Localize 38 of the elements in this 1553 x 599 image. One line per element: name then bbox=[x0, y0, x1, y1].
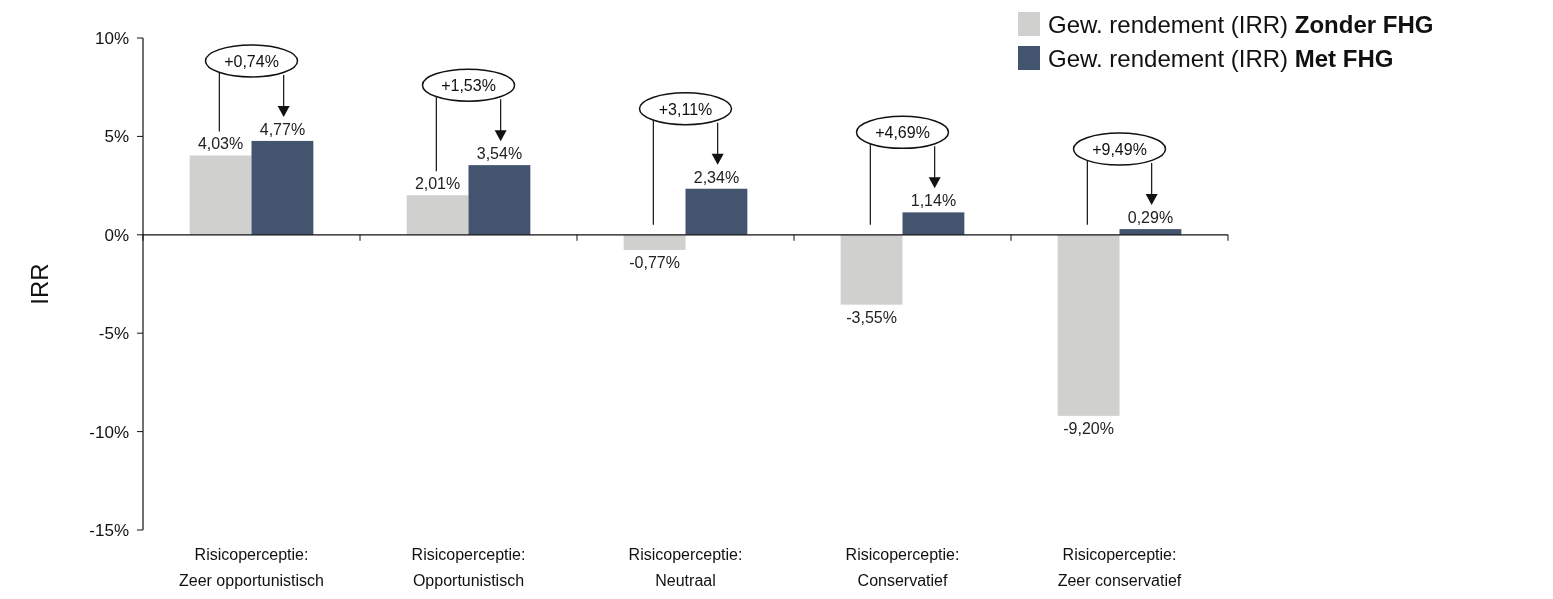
y-axis-title: IRR bbox=[26, 263, 53, 305]
legend-label: Gew. rendement (IRR) Met FHG bbox=[1048, 45, 1394, 72]
bar bbox=[468, 165, 531, 235]
y-tick-label: -10% bbox=[89, 422, 129, 442]
data-label: 0,29% bbox=[1127, 209, 1174, 227]
x-tick-label: Risicoperceptie: Neutraal bbox=[628, 546, 743, 589]
bar bbox=[251, 140, 314, 235]
data-label: 2,34% bbox=[693, 168, 740, 186]
data-label: 2,01% bbox=[414, 175, 461, 193]
x-tick-label: Risicoperceptie: Opportunistisch bbox=[411, 546, 526, 589]
data-label: 1,14% bbox=[910, 192, 957, 210]
legend-label: Gew. rendement (IRR) Zonder FHG bbox=[1048, 11, 1434, 38]
y-tick-label: -5% bbox=[98, 324, 129, 344]
bar bbox=[685, 188, 748, 235]
data-label: 4,03% bbox=[197, 135, 244, 153]
annotation: +4,69% bbox=[875, 124, 930, 142]
y-tick-label: 5% bbox=[104, 127, 129, 147]
annotation: +0,74% bbox=[224, 52, 279, 70]
x-tick-label: Risicoperceptie: Zeer conservatief bbox=[1057, 546, 1182, 589]
x-tick-label: Risicoperceptie: Conservatief bbox=[845, 546, 960, 589]
bar bbox=[406, 195, 469, 235]
data-label: -9,20% bbox=[1063, 419, 1114, 437]
bar bbox=[623, 234, 686, 250]
annotation: +9,49% bbox=[1092, 141, 1147, 159]
x-tick-label: Risicoperceptie: Zeer opportunistisch bbox=[179, 546, 324, 589]
bar bbox=[189, 155, 252, 235]
bar bbox=[902, 212, 965, 235]
data-label: 3,54% bbox=[476, 145, 523, 163]
bar bbox=[1057, 234, 1120, 416]
data-label: 4,77% bbox=[259, 120, 306, 138]
y-tick-label: 10% bbox=[94, 29, 129, 48]
y-tick-label: -15% bbox=[89, 521, 129, 540]
bar bbox=[840, 234, 903, 305]
annotation: +1,53% bbox=[441, 77, 496, 95]
y-tick-label: 0% bbox=[104, 225, 129, 245]
data-label: -3,55% bbox=[846, 308, 897, 326]
data-label: -0,77% bbox=[629, 253, 680, 271]
annotation: +3,11% bbox=[658, 100, 713, 118]
